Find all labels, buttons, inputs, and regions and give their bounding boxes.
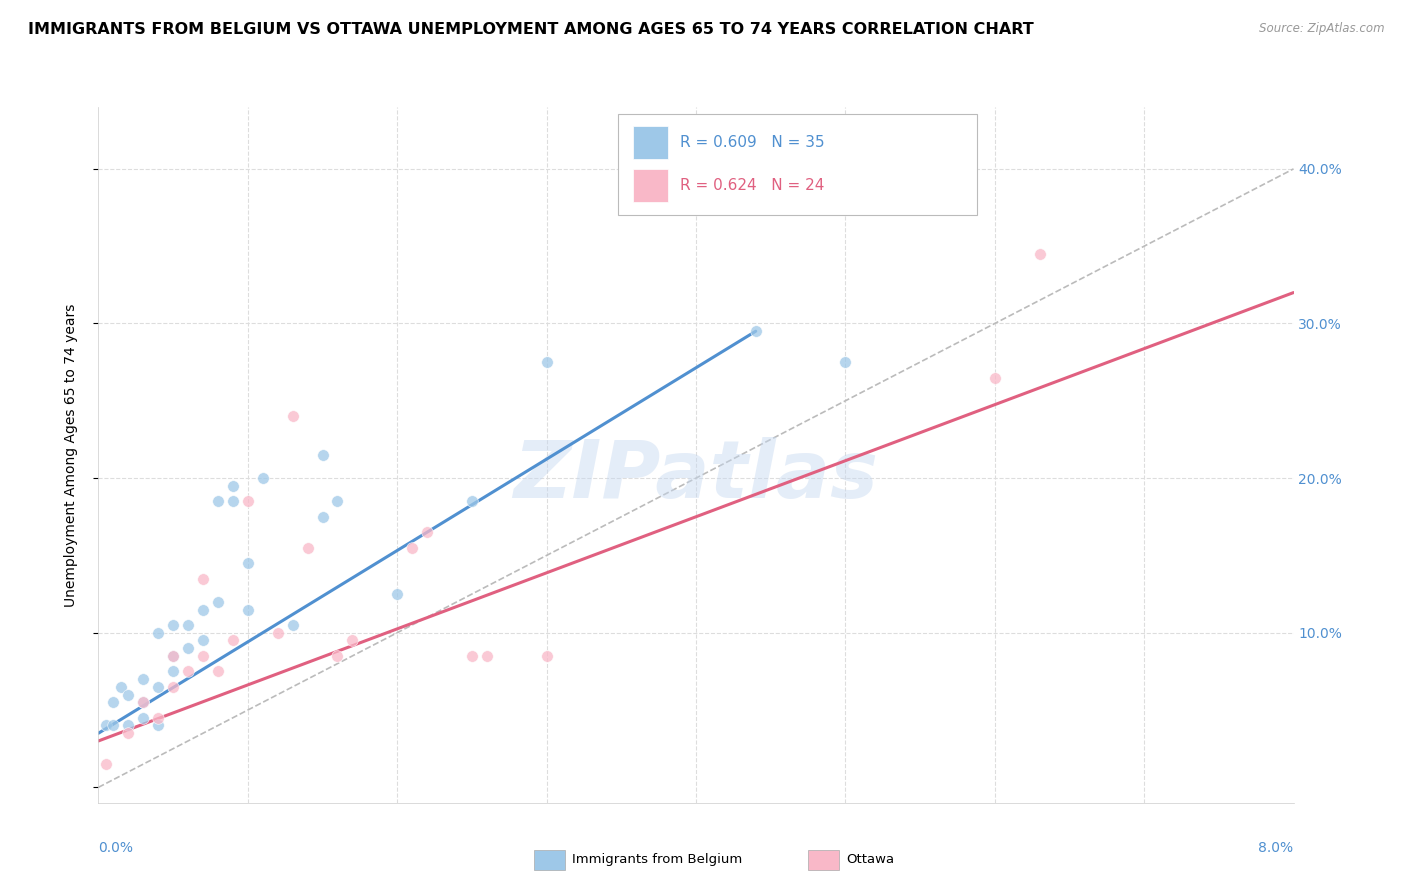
Point xyxy=(222,479,245,493)
Point xyxy=(222,633,245,648)
Point xyxy=(236,494,259,508)
Point xyxy=(162,648,184,663)
Point xyxy=(177,618,200,632)
Point xyxy=(297,541,319,555)
Point xyxy=(162,648,184,663)
Point xyxy=(117,726,139,740)
Point xyxy=(148,718,170,732)
Point xyxy=(281,409,304,424)
Point xyxy=(475,648,498,663)
Text: R = 0.624   N = 24: R = 0.624 N = 24 xyxy=(681,178,825,194)
Point xyxy=(236,602,259,616)
Point xyxy=(385,587,409,601)
Point xyxy=(745,324,768,338)
Text: Ottawa: Ottawa xyxy=(846,854,894,866)
Point xyxy=(103,695,125,709)
Point xyxy=(326,494,349,508)
Point xyxy=(132,695,155,709)
Point xyxy=(177,665,200,679)
Point xyxy=(191,602,214,616)
Point xyxy=(132,695,155,709)
Text: 0.0%: 0.0% xyxy=(98,841,134,855)
Point xyxy=(416,525,439,540)
Point xyxy=(1028,247,1050,261)
Point xyxy=(536,355,558,369)
Point xyxy=(117,688,139,702)
Point xyxy=(222,494,245,508)
Point xyxy=(132,711,155,725)
Point xyxy=(236,556,259,570)
Point xyxy=(207,494,229,508)
Point xyxy=(162,618,184,632)
Point xyxy=(207,665,229,679)
Text: IMMIGRANTS FROM BELGIUM VS OTTAWA UNEMPLOYMENT AMONG AGES 65 TO 74 YEARS CORRELA: IMMIGRANTS FROM BELGIUM VS OTTAWA UNEMPL… xyxy=(28,22,1033,37)
Point xyxy=(162,680,184,694)
Point xyxy=(177,641,200,656)
Point xyxy=(191,633,214,648)
Point xyxy=(94,757,117,772)
Point xyxy=(267,625,290,640)
Text: R = 0.609   N = 35: R = 0.609 N = 35 xyxy=(681,135,825,150)
Point xyxy=(117,718,139,732)
Point xyxy=(110,680,132,694)
Point xyxy=(191,648,214,663)
Point xyxy=(311,448,333,462)
Y-axis label: Unemployment Among Ages 65 to 74 years: Unemployment Among Ages 65 to 74 years xyxy=(63,303,77,607)
Point xyxy=(148,625,170,640)
Text: ZIPatlas: ZIPatlas xyxy=(513,437,879,515)
Point xyxy=(148,680,170,694)
Text: Immigrants from Belgium: Immigrants from Belgium xyxy=(572,854,742,866)
Point xyxy=(401,541,423,555)
Point xyxy=(461,648,484,663)
Point xyxy=(162,665,184,679)
Text: Source: ZipAtlas.com: Source: ZipAtlas.com xyxy=(1260,22,1385,36)
Point xyxy=(252,471,274,485)
Point xyxy=(311,509,333,524)
Bar xyxy=(633,169,668,202)
Point xyxy=(103,718,125,732)
Point xyxy=(461,494,484,508)
FancyBboxPatch shape xyxy=(619,114,977,215)
Text: 8.0%: 8.0% xyxy=(1258,841,1294,855)
Point xyxy=(834,355,856,369)
Point xyxy=(342,633,364,648)
Point xyxy=(536,648,558,663)
Point xyxy=(191,572,214,586)
Point xyxy=(132,672,155,686)
Point xyxy=(326,648,349,663)
Bar xyxy=(633,126,668,159)
Point xyxy=(207,595,229,609)
Point xyxy=(983,370,1005,384)
Point xyxy=(94,718,117,732)
Point xyxy=(148,711,170,725)
Point xyxy=(281,618,304,632)
